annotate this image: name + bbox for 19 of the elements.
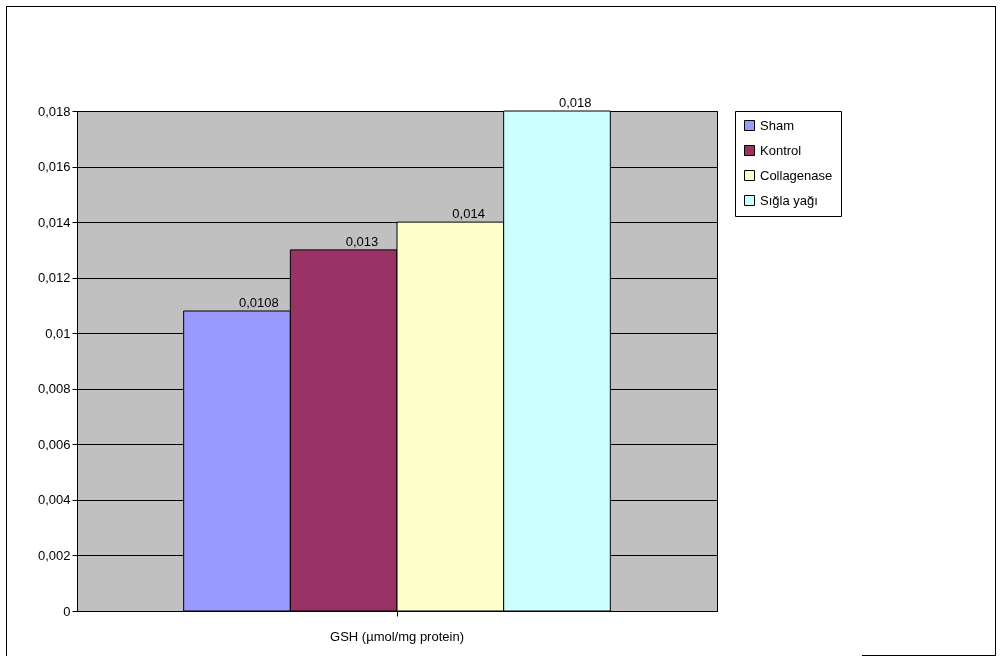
- data-label: 0,018: [559, 95, 592, 110]
- legend-label: Kontrol: [760, 142, 802, 158]
- y-tick-label: 0,004: [37, 492, 71, 508]
- x-tick-label: GSH (µmol/mg protein): [330, 628, 464, 644]
- y-tick-label: 0,01: [45, 325, 71, 341]
- y-tick-label: 0,014: [37, 214, 71, 230]
- y-tick-label: 0,018: [37, 103, 71, 119]
- y-tick-label: 0,008: [37, 381, 71, 397]
- data-label: 0,013: [345, 233, 379, 249]
- legend-label: Sığla yağı: [760, 192, 818, 208]
- data-label: 0,014: [452, 206, 485, 222]
- y-tick-label: 0,012: [37, 270, 71, 286]
- y-tick-label: 0,002: [37, 547, 71, 563]
- legend-label: Sham: [760, 117, 794, 133]
- y-tick-label: 0,016: [37, 159, 71, 175]
- legend-label: Collagenase: [760, 167, 833, 183]
- y-tick-label: 0: [63, 603, 71, 619]
- data-label: 0,0108: [239, 295, 279, 310]
- y-tick-label: 0,006: [37, 436, 71, 452]
